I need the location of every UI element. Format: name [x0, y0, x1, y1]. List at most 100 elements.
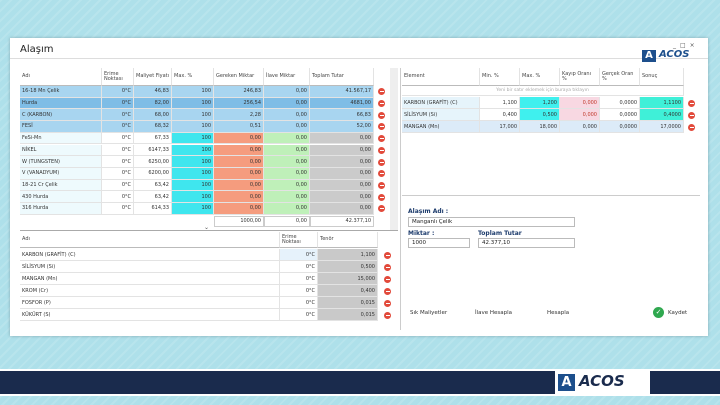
table-cell: 0,4000	[640, 109, 684, 121]
table-cell: 100	[172, 191, 214, 203]
splitter-arrow[interactable]: ⌄	[204, 224, 210, 231]
footer-bar: A ACOS	[0, 369, 720, 396]
table-cell: 256,54	[214, 97, 264, 110]
table-cell: FESİ	[20, 121, 102, 133]
table-cell: C (KARBON)	[20, 109, 102, 122]
table-cell: 0°C	[102, 144, 134, 157]
delete-button[interactable]	[378, 158, 385, 166]
delete-button[interactable]	[378, 170, 385, 178]
form-label: Miktar :	[408, 230, 435, 237]
table-cell: 0°C	[102, 191, 134, 203]
table-cell: 316 Hurda	[20, 203, 102, 215]
table-cell: 0,500	[520, 109, 560, 121]
placeholder-row: Yeni bir satır eklemek için buraya tıkla…	[402, 86, 684, 96]
table-cell: SİLİSYUM (Si)	[402, 109, 480, 121]
column-header: Element	[402, 68, 480, 86]
table-cell: 0,015	[318, 309, 378, 321]
table-cell: MANGAN (Mn)	[20, 273, 280, 285]
table-cell: 68,32	[134, 121, 172, 133]
table-cell: 1,100	[480, 97, 520, 109]
delete-button[interactable]	[378, 205, 385, 213]
column-header: Gerçek Oran %	[600, 68, 640, 86]
title-separator	[10, 58, 708, 59]
delete-button[interactable]	[378, 100, 385, 107]
column-header: Adı	[20, 232, 280, 248]
table-cell: MANGAN (Mn)	[402, 121, 480, 133]
table-cell: 0,00	[310, 167, 374, 180]
table-cell: 0°C	[280, 297, 318, 309]
table-cell: KROM (Cr)	[20, 285, 280, 297]
delete-button[interactable]	[384, 299, 391, 307]
table-cell: 0,00	[264, 121, 310, 133]
table-cell: 0°C	[102, 121, 134, 133]
column-header: Tenör	[318, 232, 378, 248]
table-cell: SİLİSYUM (Si)	[20, 261, 280, 273]
table-cell: 0,400	[318, 285, 378, 297]
window-title: Alaşım	[20, 44, 54, 55]
table-cell: 18,000	[520, 121, 560, 133]
delete-button[interactable]	[384, 251, 391, 259]
delete-button[interactable]	[378, 123, 385, 131]
delete-button[interactable]	[378, 181, 385, 189]
check-icon: ✓	[653, 307, 664, 318]
table-cell: 100	[172, 156, 214, 168]
column-header: Sonuç	[640, 68, 684, 86]
table-cell: 0°C	[102, 97, 134, 110]
button[interactable]: Hesapla	[547, 310, 570, 316]
table-cell: 63,42	[134, 179, 172, 192]
table-cell: 0,00	[214, 156, 264, 168]
table-cell: 100	[172, 167, 214, 180]
column-header: İlave Miktar	[264, 68, 310, 86]
column-header: Gereken Miktar	[214, 68, 264, 86]
column-header: Max. %	[172, 68, 214, 86]
table-cell: 0,00	[264, 191, 310, 203]
table-cell: 0,015	[318, 297, 378, 309]
footer-logo-mark: A	[558, 374, 575, 391]
table-cell: 0°C	[102, 179, 134, 192]
delete-button[interactable]	[384, 287, 391, 295]
table-cell: Hurda	[20, 97, 102, 110]
logo-mark: A	[642, 50, 656, 62]
delete-button[interactable]	[688, 99, 695, 107]
table-cell: FOSFOR (P)	[20, 297, 280, 309]
panel-divider	[400, 68, 401, 330]
delete-button[interactable]	[688, 123, 695, 131]
table-cell: 0°C	[280, 261, 318, 273]
delete-button[interactable]	[384, 275, 391, 283]
button[interactable]: Sık Maliyetler	[410, 310, 448, 316]
delete-button[interactable]	[384, 263, 391, 271]
delete-button[interactable]	[378, 88, 385, 96]
table-cell: 66,83	[310, 109, 374, 122]
scrollbar[interactable]	[390, 68, 398, 230]
table-cell: 0,00	[264, 132, 310, 145]
delete-button[interactable]	[378, 135, 385, 143]
table-cell: 100	[172, 86, 214, 98]
table-cell: 46,83	[134, 86, 172, 98]
delete-button[interactable]	[378, 111, 385, 119]
delete-button[interactable]	[378, 146, 385, 154]
window-controls[interactable]: _□×	[673, 42, 699, 49]
button[interactable]: İlave Hesapla	[475, 310, 513, 316]
text-input: Manganlı Çelik	[408, 217, 575, 227]
table-cell: 67,33	[134, 132, 172, 145]
delete-button[interactable]	[688, 111, 695, 119]
footer-logo-box: A ACOS	[555, 371, 650, 394]
delete-button[interactable]	[378, 193, 385, 201]
column-header: Erime Noktası	[280, 232, 318, 248]
form-label: Toplam Tutar	[478, 230, 522, 237]
table-cell: KÜKÜRT (S)	[20, 309, 280, 321]
table-cell: 0,400	[480, 109, 520, 121]
column-header: Min. %	[480, 68, 520, 86]
table-cell: 17,0000	[640, 121, 684, 133]
table-cell: 0,00	[264, 144, 310, 157]
button[interactable]: Kaydet	[668, 310, 688, 316]
table-cell: 0,00	[214, 179, 264, 192]
table-cell: 0°C	[102, 203, 134, 215]
table-cell: NİKEL	[20, 144, 102, 157]
table-cell: 0,000	[560, 109, 600, 121]
table-cell: 0,00	[264, 109, 310, 122]
logo: ACOS	[659, 49, 690, 60]
table-cell: 0,00	[310, 191, 374, 203]
delete-button[interactable]	[384, 311, 391, 319]
